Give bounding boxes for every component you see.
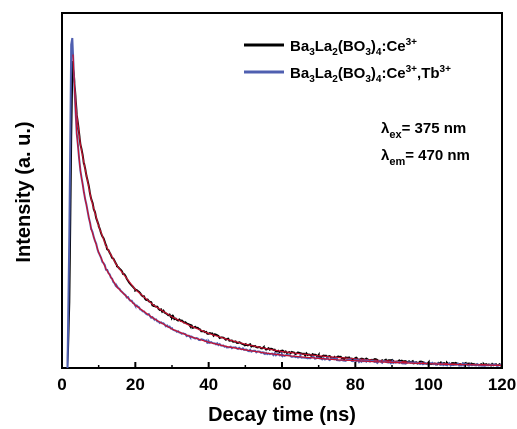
svg-text:λem= 470 nm: λem= 470 nm — [381, 147, 470, 168]
legend: Ba3​La2​(BO3​)4​:Ce3+​ Ba3​La2​(BO3​)4​:… — [244, 37, 451, 85]
x-axis-ticks: 0 20 40 60 80 100 120 — [57, 362, 516, 394]
x-tick-label: 100 — [414, 375, 442, 394]
svg-text:λex= 375 nm: λex= 375 nm — [381, 120, 466, 141]
series-2-data-line — [66, 37, 503, 369]
x-tick-label: 40 — [199, 375, 218, 394]
legend-label-series-1: Ba3​La2​(BO3​)4​:Ce3+​ — [290, 37, 417, 58]
x-axis-label: Decay time (ns) — [208, 404, 356, 426]
excitation-annotation: λex= 375 nm — [381, 120, 466, 141]
x-tick-label: 80 — [346, 375, 365, 394]
y-axis-label: Intensity (a. u.) — [13, 121, 35, 262]
series-1-data-line — [66, 61, 503, 369]
series-1-fit-line — [72, 61, 503, 366]
x-tick-label: 0 — [57, 375, 66, 394]
x-tick-label: 20 — [126, 375, 145, 394]
series-layer — [66, 37, 503, 369]
series-2-fit-line — [72, 54, 503, 366]
x-tick-label: 120 — [488, 375, 516, 394]
x-tick-label: 60 — [273, 375, 292, 394]
emission-annotation: λem= 470 nm — [381, 147, 470, 168]
legend-label-series-2: Ba3​La2​(BO3​)4​:Ce3+​,Tb3+​ — [290, 64, 451, 85]
